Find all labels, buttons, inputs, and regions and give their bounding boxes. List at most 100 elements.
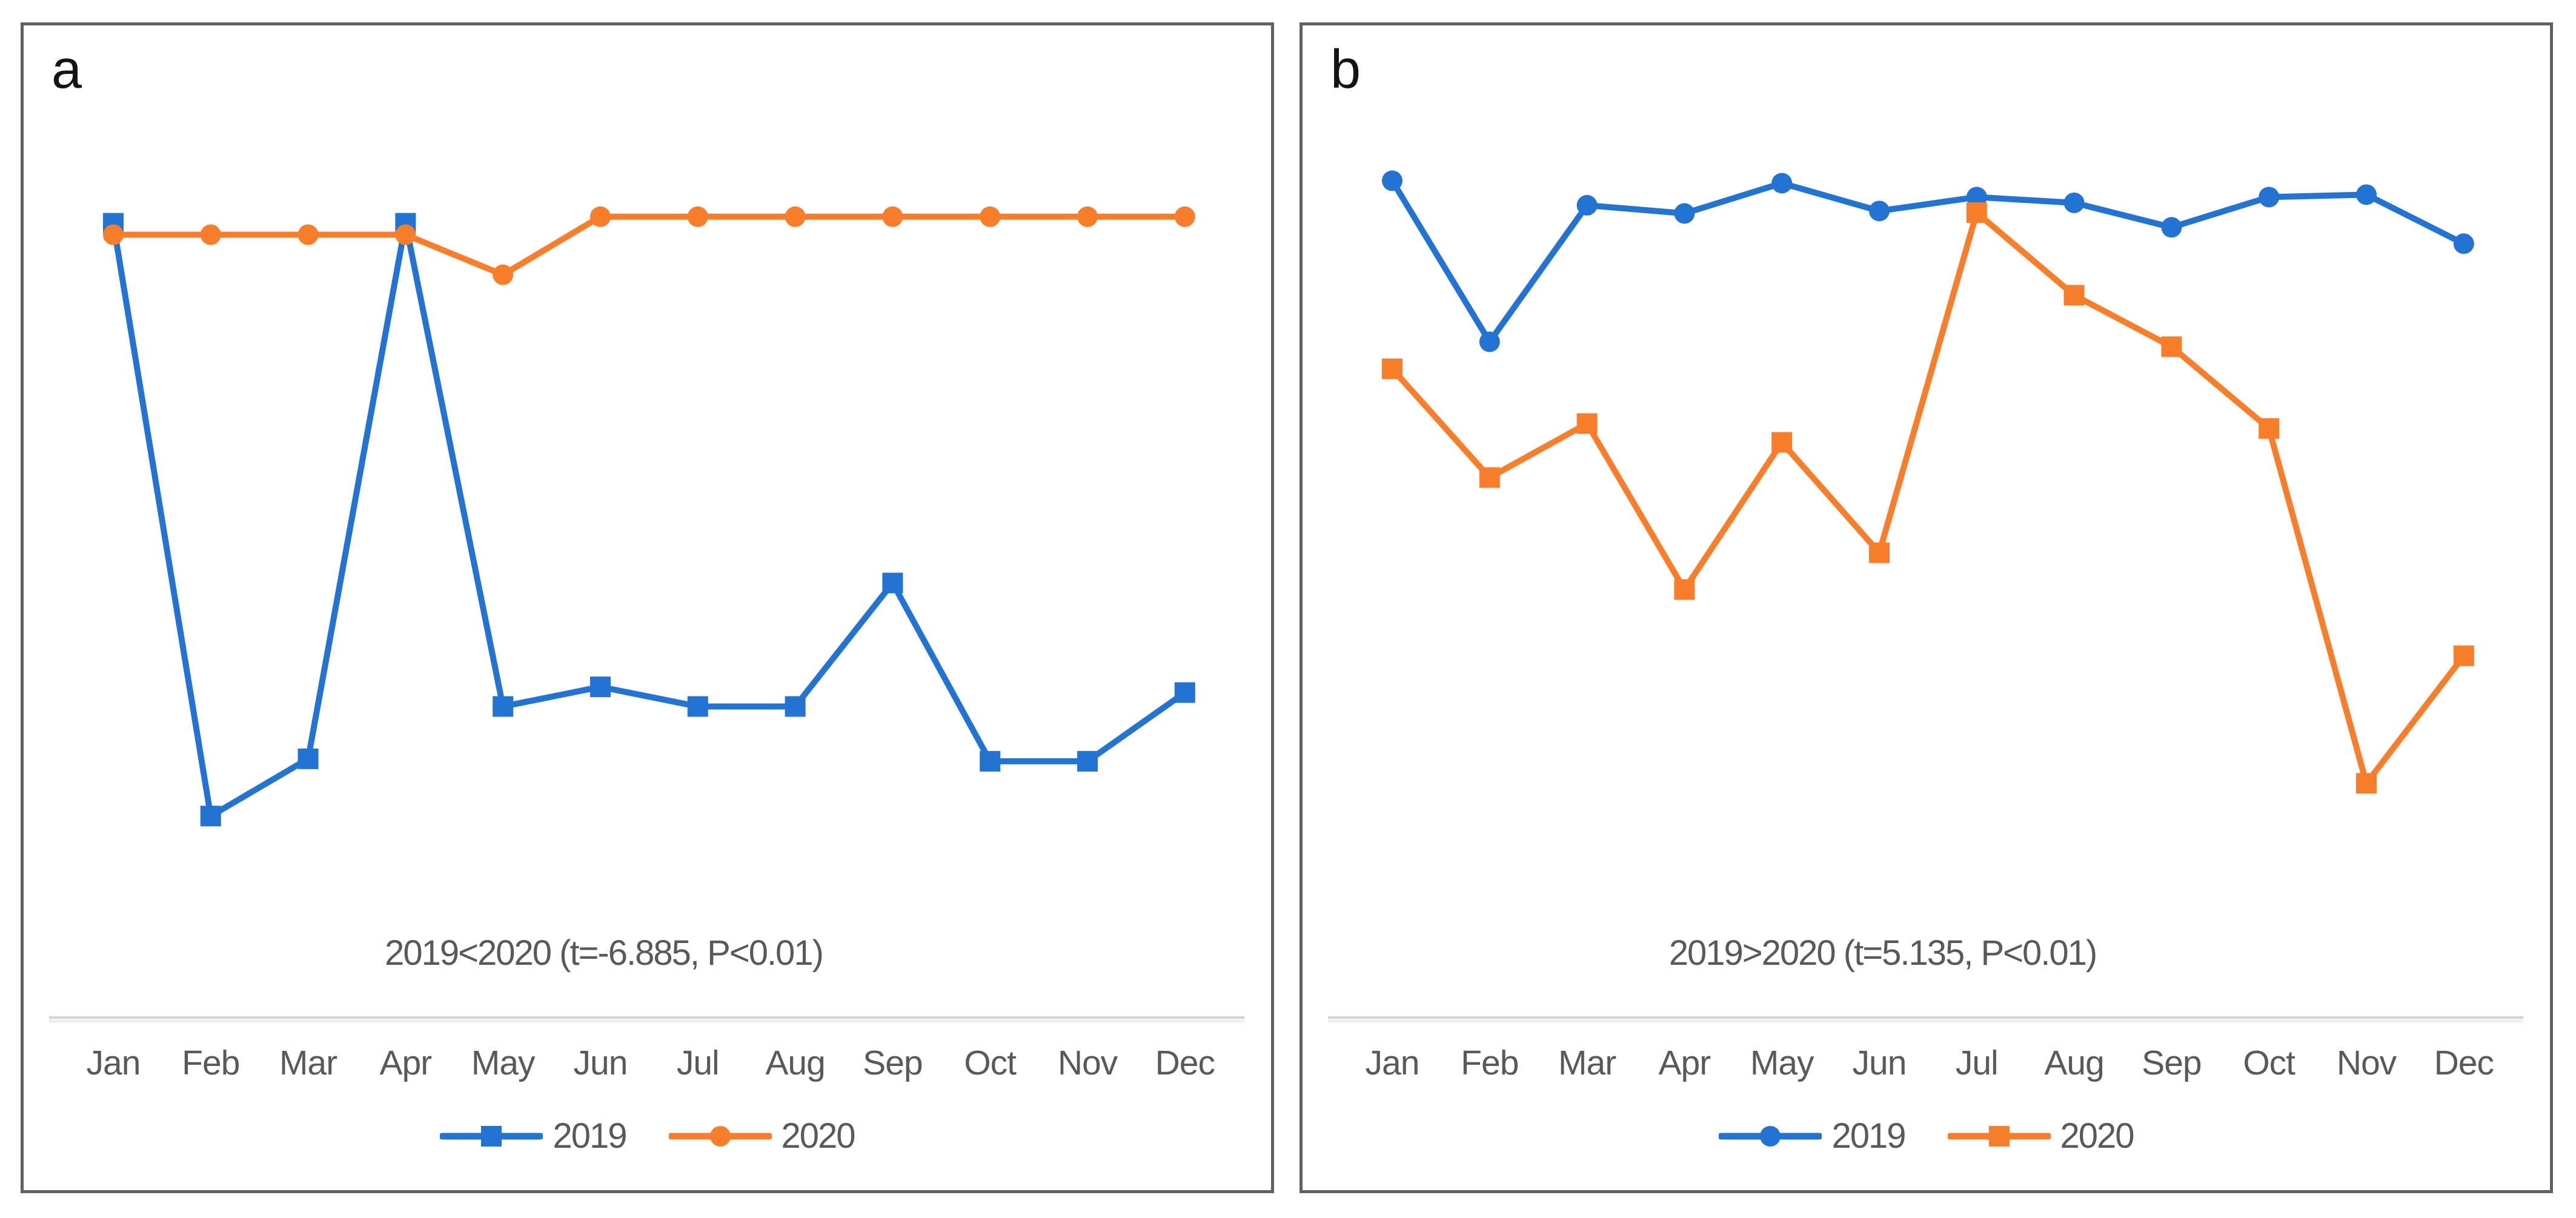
data-point-marker-2019 xyxy=(1674,203,1695,224)
month-axis-a: Jan Feb Mar Apr May Jun Jul Aug Sep Oct Nov Dec xyxy=(24,1043,1271,1085)
month-label: Oct xyxy=(2243,1044,2295,1082)
data-point-marker-2019 xyxy=(590,677,611,698)
data-point-marker-2020 xyxy=(1771,432,1793,453)
legend-label: 2019 xyxy=(553,1116,627,1156)
month-label: Jun xyxy=(1852,1044,1907,1082)
data-point-marker-2020 xyxy=(1382,358,1403,379)
legend-swatch-a-1 xyxy=(668,1125,772,1147)
data-point-marker-2019 xyxy=(785,696,806,717)
panel-b: b 2019>2020 (t=5.135, P<0.01) Jan Feb Mar A… xyxy=(1300,22,2553,1193)
data-point-marker-2020 xyxy=(1966,202,1987,223)
month-label: Sep xyxy=(2142,1044,2202,1082)
legend-swatch-a-0 xyxy=(440,1125,543,1147)
data-point-marker-2019 xyxy=(1077,750,1098,772)
month-label: Dec xyxy=(1155,1044,1215,1082)
legend: 2019 2020 xyxy=(24,1116,1271,1156)
data-point-marker-2020 xyxy=(590,206,611,227)
data-point-marker-2020 xyxy=(687,206,708,227)
data-point-marker-2020 xyxy=(1174,206,1195,227)
month-label: Dec xyxy=(2434,1044,2494,1082)
series-line-2019 xyxy=(1389,177,2467,345)
legend-item-2020: 2020 xyxy=(1947,1116,2135,1156)
month-label: Sep xyxy=(863,1044,923,1082)
data-point-marker-2019 xyxy=(200,806,221,827)
chart-canvas-a xyxy=(49,206,1244,1023)
data-point-marker-2020 xyxy=(200,224,221,245)
month-label: Apr xyxy=(1658,1044,1711,1082)
data-point-marker-2019 xyxy=(2453,233,2474,254)
legend-item-2019: 2019 xyxy=(1719,1116,1907,1156)
month-label: Aug xyxy=(765,1044,825,1082)
data-point-marker-2020 xyxy=(103,224,124,245)
month-label: Jul xyxy=(676,1044,720,1082)
month-label: Feb xyxy=(1461,1044,1519,1082)
month-label: Jan xyxy=(86,1044,141,1082)
legend-marker-2020 xyxy=(709,1125,731,1147)
legend-label: 2019 xyxy=(1831,1116,1906,1156)
month-label: Feb xyxy=(182,1044,240,1082)
panel-a: a 2019<2020 (t=-6.885, P<0.01) Jan Feb Mar… xyxy=(21,22,1274,1193)
series-line-2020 xyxy=(1389,210,2467,787)
series-line-2019 xyxy=(110,220,1188,819)
legend-item-2020: 2020 xyxy=(668,1116,856,1156)
data-point-marker-2020 xyxy=(2453,645,2474,666)
legend-label: 2020 xyxy=(781,1116,856,1156)
month-label: Oct xyxy=(964,1044,1017,1082)
data-point-marker-2019 xyxy=(1771,173,1793,194)
legend-marker-2019 xyxy=(481,1125,502,1147)
data-point-marker-2019 xyxy=(687,696,708,717)
stat-annotation: 2019>2020 (t=5.135, P<0.01) xyxy=(1668,933,2097,973)
data-point-marker-2019 xyxy=(1174,682,1195,703)
month-label: May xyxy=(471,1044,536,1082)
month-label: Nov xyxy=(1057,1044,1118,1082)
month-label: Aug xyxy=(2044,1044,2104,1082)
legend-swatch-b-1 xyxy=(1947,1125,2051,1147)
month-axis-b: Jan Feb Mar Apr May Jun Jul Aug Sep Oct Nov Dec xyxy=(1303,1043,2550,1085)
data-point-marker-2019 xyxy=(2063,192,2085,213)
month-label: Jul xyxy=(1955,1044,1999,1082)
data-point-marker-2019 xyxy=(297,748,319,769)
month-label: Jun xyxy=(573,1044,628,1082)
legend-item-2019: 2019 xyxy=(440,1116,628,1156)
data-point-marker-2019 xyxy=(2259,187,2280,208)
data-point-marker-2020 xyxy=(1479,467,1500,488)
series-line-2020 xyxy=(110,213,1188,278)
data-point-marker-2020 xyxy=(1674,579,1695,600)
month-label: Mar xyxy=(1558,1044,1616,1082)
data-point-marker-2019 xyxy=(1966,187,1987,208)
data-point-marker-2019 xyxy=(1869,200,1890,222)
panel-label: a xyxy=(51,39,82,100)
data-point-marker-2019 xyxy=(2356,184,2377,205)
data-point-marker-2020 xyxy=(882,206,903,227)
data-point-marker-2019 xyxy=(980,750,1001,772)
legend-swatch-b-0 xyxy=(1719,1125,1822,1147)
data-point-marker-2019 xyxy=(1479,331,1500,352)
data-point-marker-2019 xyxy=(1382,170,1403,191)
month-label: Nov xyxy=(2336,1044,2397,1082)
month-label: May xyxy=(1750,1044,1814,1082)
legend-marker-2019 xyxy=(1760,1125,1781,1147)
data-point-marker-2019 xyxy=(493,696,514,717)
data-point-marker-2020 xyxy=(2063,285,2085,306)
month-label: Apr xyxy=(379,1044,433,1082)
data-point-marker-2019 xyxy=(1576,194,1598,216)
data-point-marker-2020 xyxy=(395,224,416,245)
data-point-marker-2020 xyxy=(980,206,1001,227)
legend-marker-2020 xyxy=(1988,1125,2010,1147)
month-label: Jan xyxy=(1365,1044,1420,1082)
data-point-marker-2020 xyxy=(493,264,514,285)
data-point-marker-2020 xyxy=(1576,413,1598,434)
data-point-marker-2020 xyxy=(2259,418,2280,439)
stat-annotation: 2019<2020 (t=-6.885, P<0.01) xyxy=(385,933,824,973)
panel-label: b xyxy=(1330,39,1361,100)
data-point-marker-2019 xyxy=(2161,217,2182,238)
data-point-marker-2020 xyxy=(2161,336,2182,357)
data-point-marker-2020 xyxy=(1077,206,1098,227)
chart-canvas-b xyxy=(1328,170,2523,1023)
data-point-marker-2020 xyxy=(1869,542,1890,563)
legend-label: 2020 xyxy=(2060,1116,2135,1156)
month-label: Mar xyxy=(279,1044,337,1082)
legend: 2019 2020 xyxy=(1303,1116,2550,1156)
data-point-marker-2020 xyxy=(2356,773,2377,794)
data-point-marker-2020 xyxy=(785,206,806,227)
